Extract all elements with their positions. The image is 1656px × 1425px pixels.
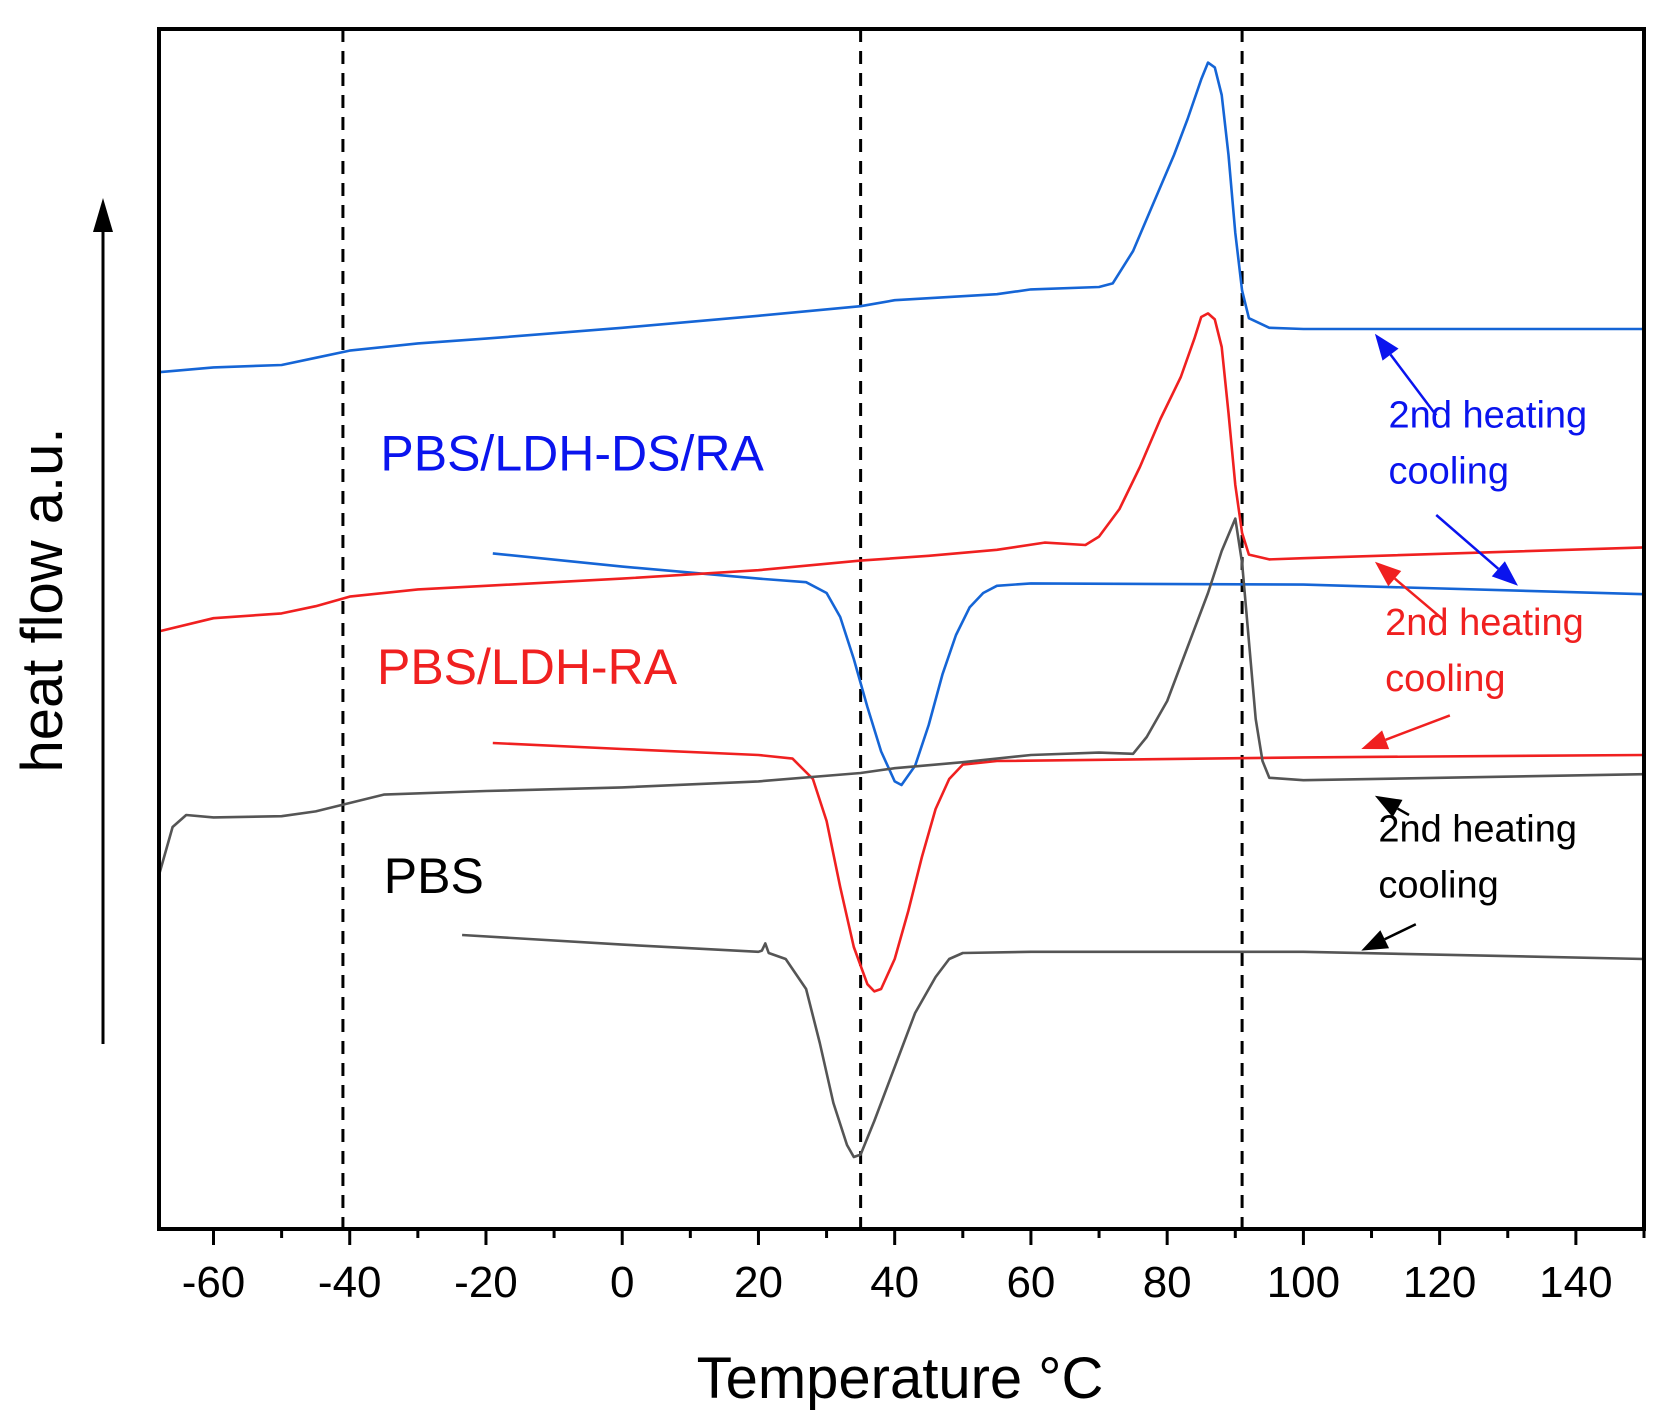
annotation-arrow-cooling-0-shaft: [1435, 514, 1500, 570]
annotation-arrow-cooling-1: [1361, 714, 1451, 750]
heat-flow-direction-arrowhead: [93, 198, 113, 232]
annotation-arrow-cooling-0-head: [1491, 561, 1518, 586]
annotation-arrow-cooling-1-head: [1361, 730, 1390, 750]
annotation-arrow-cooling-2-shaft: [1384, 923, 1417, 941]
plot-frame: [157, 27, 1646, 1231]
series-label-0: PBS/LDH-DS/RA: [380, 426, 764, 482]
series-labels: PBS/LDH-DS/RA PBS/LDH-RA PBS: [377, 426, 764, 904]
annotation-arrow-cooling-2-head: [1361, 930, 1390, 951]
annotation-arrow-heating-1-head: [1374, 561, 1402, 587]
x-axis-title: Temperature °C: [697, 1346, 1104, 1411]
annotation-cooling-label-1: cooling: [1385, 658, 1505, 700]
reference-lines: [341, 29, 1244, 1229]
annotation-cooling-label-2: cooling: [1378, 864, 1498, 906]
series-label-2: PBS: [384, 848, 484, 904]
annotation-arrow-heating-1: [1374, 561, 1444, 621]
annotation-heating-label-2: 2nd heating: [1378, 808, 1577, 850]
x-axis-ticks: -60 -40 -20 0 20 40 60 80 100 120 140: [182, 1229, 1646, 1307]
series-group: [157, 61, 1645, 1159]
annotation-arrow-heating-0-head: [1374, 333, 1399, 361]
x-tick-label-9: 120: [1403, 1258, 1476, 1307]
series-label-1: PBS/LDH-RA: [377, 639, 678, 695]
annotation-arrow-heating-0: [1374, 333, 1438, 417]
x-tick-label-6: 60: [1006, 1258, 1055, 1307]
x-tick-label-4: 20: [734, 1258, 783, 1307]
y-axis-title: heat flow a.u.: [10, 428, 75, 773]
annotation-cooling-label-0: cooling: [1389, 450, 1509, 492]
annotation-arrow-heating-1-shaft: [1393, 577, 1444, 621]
annotation-arrow-heating-0-shaft: [1389, 353, 1438, 417]
annotation-arrow-heating-2-shaft: [1396, 807, 1410, 817]
series-line-5: [462, 933, 1645, 1159]
series-line-0: [158, 61, 1644, 374]
annotation-arrow-heating-2: [1374, 795, 1410, 818]
series-line-1: [492, 552, 1645, 787]
annotation-heating-label-1: 2nd heating: [1385, 602, 1584, 644]
x-tick-label-3: 0: [610, 1258, 634, 1307]
series-line-3: [492, 741, 1645, 993]
x-tick-label-2: -20: [454, 1258, 518, 1307]
annotation-heating-label-0: 2nd heating: [1389, 394, 1588, 436]
annotation-arrow-cooling-1-shaft: [1385, 714, 1451, 741]
annotation-arrow-heating-2-head: [1374, 795, 1403, 818]
series-line-2: [158, 312, 1645, 633]
annotations: 2nd heating cooling 2nd heating cooling 2nd …: [1361, 333, 1588, 951]
x-tick-label-5: 40: [870, 1258, 919, 1307]
x-tick-label-10: 140: [1539, 1258, 1612, 1307]
annotation-arrow-cooling-2: [1361, 923, 1417, 951]
x-tick-label-7: 80: [1143, 1258, 1192, 1307]
x-tick-label-1: -40: [318, 1258, 382, 1307]
annotation-arrow-cooling-0: [1435, 514, 1518, 586]
series-line-4: [157, 517, 1645, 876]
x-tick-label-0: -60: [182, 1258, 246, 1307]
x-tick-label-8: 100: [1267, 1258, 1340, 1307]
